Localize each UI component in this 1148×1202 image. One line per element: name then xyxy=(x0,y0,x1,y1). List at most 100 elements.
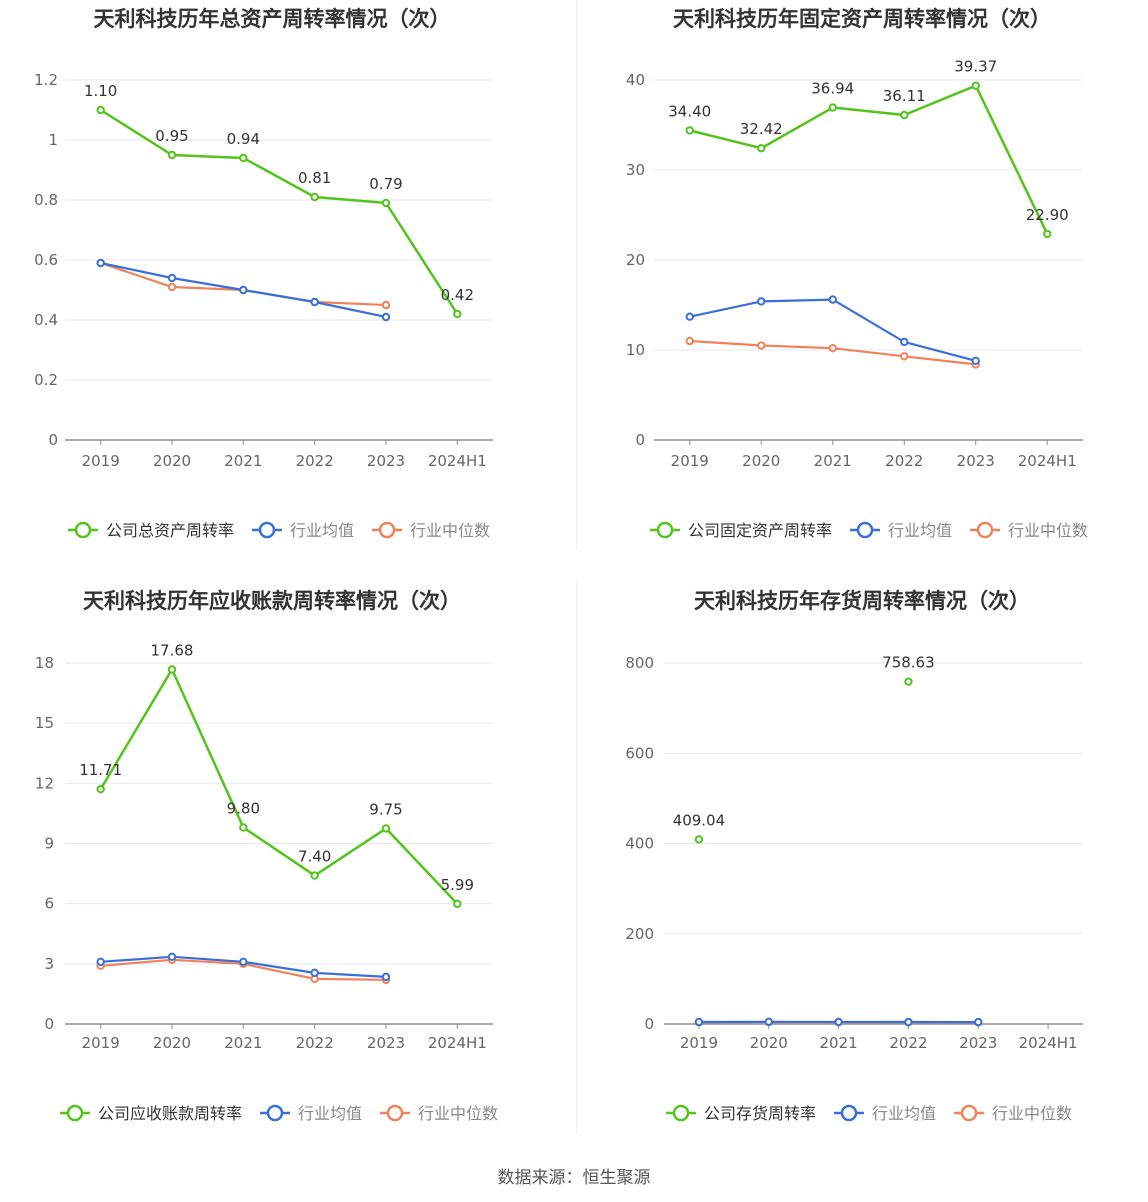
data-point-company[interactable] xyxy=(971,81,980,90)
data-point-avg[interactable] xyxy=(828,295,837,304)
legend-label: 行业均值 xyxy=(290,521,354,540)
y-tick-label: 400 xyxy=(625,835,654,853)
data-point-avg[interactable] xyxy=(974,1017,983,1027)
data-point-median[interactable] xyxy=(757,341,766,350)
legend-label: 公司总资产周转率 xyxy=(106,521,234,540)
legend-marker-icon xyxy=(74,521,92,539)
data-point-company[interactable] xyxy=(381,824,391,833)
data-point-company[interactable] xyxy=(381,198,391,208)
data-label: 9.75 xyxy=(369,800,402,818)
data-point-company[interactable] xyxy=(167,150,177,160)
x-tick-label: 2023 xyxy=(957,452,995,470)
data-point-company[interactable] xyxy=(96,105,105,115)
data-label: 758.63 xyxy=(882,654,935,672)
y-tick-label: 30 xyxy=(626,161,645,179)
legend-marker-icon xyxy=(976,521,994,539)
legend-item-median[interactable]: 行业中位数 xyxy=(372,521,490,540)
legend-item-company[interactable]: 公司应收账款周转率 xyxy=(60,1104,242,1123)
legend-item-avg[interactable]: 行业均值 xyxy=(260,1104,362,1123)
data-point-avg[interactable] xyxy=(694,1017,704,1027)
y-tick-label: 0 xyxy=(635,431,645,449)
legend-label: 公司存货周转率 xyxy=(704,1104,816,1123)
legend-marker-icon xyxy=(672,1104,690,1122)
x-tick-label: 2024H1 xyxy=(428,1034,487,1052)
data-point-median[interactable] xyxy=(828,344,837,353)
data-point-company[interactable] xyxy=(310,871,319,880)
data-point-company[interactable] xyxy=(1043,229,1052,239)
data-point-avg[interactable] xyxy=(96,258,105,268)
data-point-avg[interactable] xyxy=(239,957,248,967)
legend-item-company[interactable]: 公司固定资产周转率 xyxy=(650,521,832,540)
data-point-avg[interactable] xyxy=(167,273,177,283)
data-point-avg[interactable] xyxy=(764,1017,773,1027)
data-label: 39.37 xyxy=(954,58,997,76)
data-point-company[interactable] xyxy=(453,899,462,909)
legend-label: 行业均值 xyxy=(888,521,952,540)
data-point-avg[interactable] xyxy=(757,297,766,306)
data-point-company[interactable] xyxy=(453,309,462,319)
data-point-median[interactable] xyxy=(381,300,391,310)
data-point-avg[interactable] xyxy=(239,285,248,295)
y-tick-label: 6 xyxy=(44,895,54,913)
data-point-avg[interactable] xyxy=(381,312,391,322)
data-label: 409.04 xyxy=(673,811,726,829)
data-point-avg[interactable] xyxy=(904,1017,913,1027)
data-point-company[interactable] xyxy=(900,110,909,120)
data-label: 9.80 xyxy=(227,799,260,817)
data-point-avg[interactable] xyxy=(96,957,105,967)
data-point-avg[interactable] xyxy=(310,968,319,978)
data-point-company[interactable] xyxy=(310,192,319,202)
series-line-company xyxy=(99,668,459,905)
legend-item-company[interactable]: 公司总资产周转率 xyxy=(68,521,234,540)
series-line-company xyxy=(99,108,459,315)
data-point-company[interactable] xyxy=(694,835,704,844)
x-tick-label: 2024H1 xyxy=(428,452,487,470)
data-point-avg[interactable] xyxy=(900,337,909,347)
y-tick-label: 12 xyxy=(35,774,54,792)
data-point-avg[interactable] xyxy=(685,312,694,321)
data-point-avg[interactable] xyxy=(834,1017,843,1027)
legend-item-avg[interactable]: 行业均值 xyxy=(850,521,952,540)
y-tick-label: 9 xyxy=(44,835,54,853)
y-tick-label: 1.2 xyxy=(34,71,58,89)
legend-label: 行业中位数 xyxy=(410,521,490,540)
data-point-company[interactable] xyxy=(239,153,248,163)
legend-item-company[interactable]: 公司存货周转率 xyxy=(666,1104,816,1123)
data-point-avg[interactable] xyxy=(167,952,177,962)
data-label: 11.71 xyxy=(79,761,122,779)
data-point-avg[interactable] xyxy=(310,297,319,307)
data-point-company[interactable] xyxy=(757,144,766,153)
data-point-company[interactable] xyxy=(685,126,694,135)
data-label: 17.68 xyxy=(151,641,194,659)
data-point-company[interactable] xyxy=(239,823,248,832)
data-label: 7.40 xyxy=(298,848,331,866)
data-point-avg[interactable] xyxy=(971,356,980,365)
data-point-company[interactable] xyxy=(904,677,913,686)
data-label: 34.40 xyxy=(668,102,711,120)
data-point-median[interactable] xyxy=(900,352,909,361)
legend-item-median[interactable]: 行业中位数 xyxy=(970,521,1088,540)
data-point-median[interactable] xyxy=(685,336,694,346)
legend-item-median[interactable]: 行业中位数 xyxy=(380,1104,498,1123)
y-tick-label: 20 xyxy=(626,251,645,269)
legend-marker-icon xyxy=(840,1104,858,1122)
legend-label: 行业中位数 xyxy=(1008,521,1088,540)
legend-item-avg[interactable]: 行业均值 xyxy=(834,1104,936,1123)
legend-item-avg[interactable]: 行业均值 xyxy=(252,521,354,540)
legend-label: 公司固定资产周转率 xyxy=(688,521,832,540)
y-tick-label: 40 xyxy=(626,71,645,89)
series-line-median xyxy=(100,261,387,307)
x-tick-label: 2019 xyxy=(671,452,709,470)
x-tick-label: 2021 xyxy=(814,452,852,470)
data-point-company[interactable] xyxy=(96,784,105,794)
data-point-company[interactable] xyxy=(167,665,177,674)
data-point-avg[interactable] xyxy=(381,972,391,982)
series-line-company xyxy=(689,84,1049,235)
data-point-median[interactable] xyxy=(167,282,177,292)
legend-item-median[interactable]: 行业中位数 xyxy=(954,1104,1072,1123)
data-point-company[interactable] xyxy=(828,103,837,112)
y-tick-label: 800 xyxy=(625,654,654,672)
y-tick-label: 0.6 xyxy=(34,251,58,269)
